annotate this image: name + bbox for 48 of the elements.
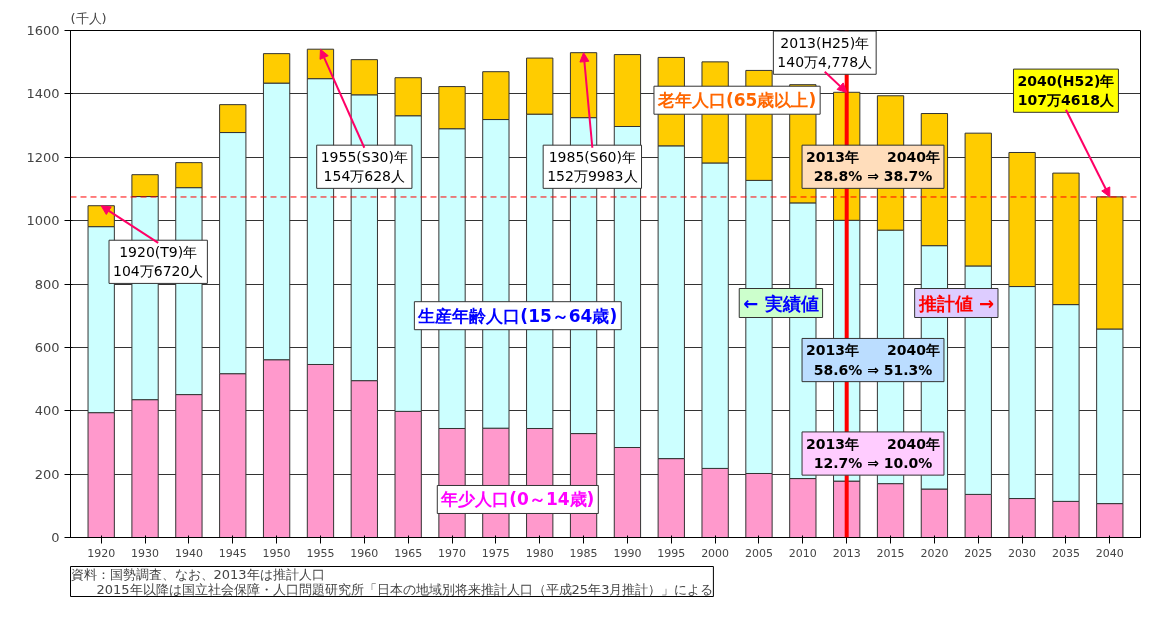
annotation: 2013年 2040年 28.8% ⇒ 38.7% (806, 149, 940, 185)
x-tick-label: 2000 (701, 546, 730, 560)
x-tick-label: 1995 (657, 546, 686, 560)
annotation: 2040(H52)年 107万4618人 (1017, 73, 1116, 109)
annotation: 1920(T9)年 104万6720人 (113, 244, 204, 280)
annotation: 推計値 → (917, 292, 994, 314)
annotation: 2013年 2040年 12.7% ⇒ 10.0% (806, 435, 940, 472)
x-tick-label: 2035 (1051, 546, 1080, 560)
x-tick-label: 1940 (174, 546, 203, 560)
x-tick-label: 1980 (525, 546, 554, 560)
x-tick-label: 2030 (1008, 546, 1037, 560)
annotation: ← 実績値 (743, 292, 819, 314)
y-tick-label: 1000 (26, 213, 60, 229)
y-tick-label: 1200 (26, 149, 60, 165)
x-tick-label: 1990 (613, 546, 642, 560)
x-tick-label: 2005 (744, 546, 773, 560)
y-tick-label: 800 (34, 276, 60, 292)
x-tick-label: 1985 (569, 546, 598, 560)
x-tick-label: 2013 (832, 546, 861, 560)
x-tick-label: 2040 (1095, 546, 1124, 560)
x-tick-label: 1960 (350, 546, 379, 560)
annotation: 2013(H25)年 140万4,778人 (777, 35, 873, 71)
x-tick-label: 2010 (788, 546, 817, 560)
x-tick-label: 1930 (131, 546, 160, 560)
y-tick-label: 1600 (26, 23, 60, 38)
y-tick-label: 1400 (26, 86, 60, 102)
x-tick-label: 2025 (964, 546, 993, 560)
series-label: 生産年齢人口(15～64歳) (417, 305, 618, 326)
annotation: 1985(S60)年 152万9983人 (547, 149, 638, 185)
x-tick-label: 1975 (481, 546, 510, 560)
y-tick-label: 400 (34, 403, 60, 419)
y-tick-label: 200 (34, 466, 60, 482)
y-tick-label: 0 (51, 530, 60, 545)
series-label: 年少人口(0～14歳) (440, 489, 595, 510)
x-tick-label: 1970 (438, 546, 467, 560)
x-tick-label: 1965 (394, 546, 423, 560)
x-tick-label: 1950 (262, 546, 291, 560)
text: 資料：国勢調査、なお、2013年は推計人口 2015年以降は国立社会保障・人口問題研究所「日本の地域別将来推計人口（平成25年3月推計）」による (70, 566, 714, 597)
x-tick-label: 2015 (876, 546, 905, 560)
x-tick-label: 2020 (920, 546, 949, 560)
annotation: 2013年 2040年 58.6% ⇒ 51.3% (806, 342, 940, 378)
x-tick-label: 1945 (218, 546, 247, 560)
x-tick-label: 1920 (87, 546, 116, 560)
annotation: 1955(S30)年 154万628人 (320, 149, 408, 185)
y-tick-label: 600 (34, 339, 60, 355)
y-axis-title: (千人) (70, 10, 107, 26)
series-label: 老年人口(65歳以上) (656, 90, 817, 111)
x-tick-label: 1955 (306, 546, 335, 560)
